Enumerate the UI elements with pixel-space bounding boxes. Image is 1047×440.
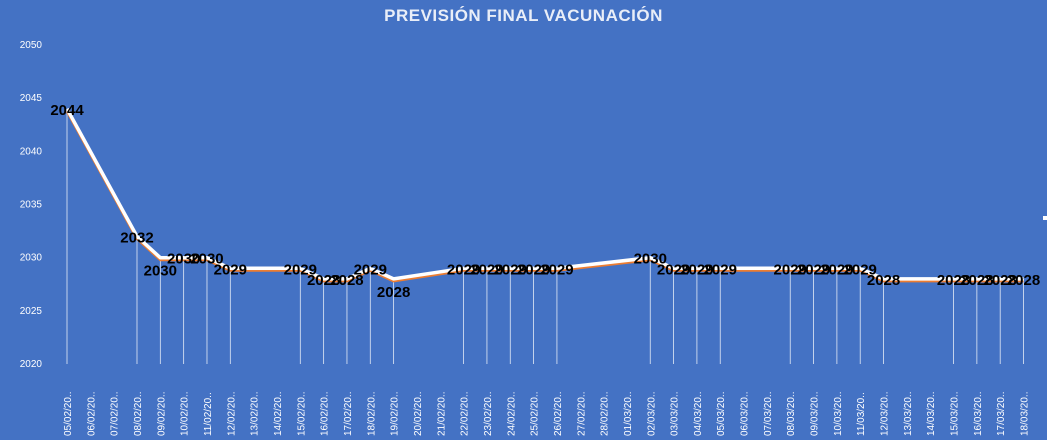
data-label: 2044: [50, 102, 84, 119]
x-tick-label: 23/02/20..: [483, 392, 494, 436]
x-tick-label: 01/03/20..: [623, 392, 634, 436]
x-tick-label: 12/02/20..: [226, 392, 237, 436]
x-tick-label: 09/02/20..: [156, 392, 167, 436]
x-tick-label: 07/02/20..: [110, 392, 121, 436]
y-tick-label: 2030: [20, 253, 43, 264]
data-label: 2029: [214, 261, 247, 278]
data-label: 2028: [307, 272, 340, 289]
data-label: 2030: [190, 251, 223, 268]
x-tick-label: 25/02/20..: [530, 392, 541, 436]
x-tick-label: 19/02/20..: [390, 392, 401, 436]
data-label: 2029: [797, 261, 830, 278]
y-tick-label: 2035: [20, 200, 43, 211]
x-tick-label: 10/02/20..: [180, 392, 191, 436]
y-tick-label: 2045: [20, 93, 43, 104]
y-tick-label: 2020: [20, 359, 43, 370]
x-tick-label: 16/03/20..: [973, 392, 984, 436]
x-tick-label: 14/03/20..: [926, 392, 937, 436]
data-label: 2030: [144, 263, 177, 280]
x-tick-label: 09/03/20..: [810, 392, 821, 436]
x-tick-label: 05/02/20..: [63, 392, 74, 436]
x-tick-label: 08/02/20..: [133, 392, 144, 436]
data-label: 2030: [167, 251, 200, 268]
x-tick-label: 10/03/20..: [833, 392, 844, 436]
x-tick-label: 02/03/20..: [646, 392, 657, 436]
series-line-shadow: [65, 110, 1024, 283]
data-label: 2029: [517, 261, 550, 278]
x-tick-label: 21/02/20..: [436, 392, 447, 436]
data-label: 2029: [470, 261, 503, 278]
x-tick-label: 15/02/20..: [296, 392, 307, 436]
y-tick-label: 2040: [20, 146, 43, 157]
y-tick-label: 2050: [20, 40, 43, 51]
x-tick-label: 15/03/20..: [950, 392, 961, 436]
data-label: 2029: [494, 261, 527, 278]
data-label: 2028: [937, 272, 970, 289]
x-tick-label: 16/02/20..: [320, 392, 331, 436]
x-tick-label: 04/03/20..: [693, 392, 704, 436]
data-label: 2029: [844, 261, 877, 278]
data-label: 2030: [634, 251, 667, 268]
series-line: [65, 107, 1024, 281]
data-label: 2028: [960, 272, 993, 289]
x-tick-label: 11/03/20..: [856, 392, 867, 436]
x-tick-label: 07/03/20..: [763, 392, 774, 436]
x-tick-label: 24/02/20..: [506, 392, 517, 436]
x-tick-label: 20/02/20..: [413, 392, 424, 436]
x-tick-label: 03/03/20..: [670, 392, 681, 436]
data-label: 2029: [540, 261, 573, 278]
data-label: 2032: [120, 229, 153, 246]
x-tick-label: 27/02/20..: [576, 392, 587, 436]
chart-title: PREVISIÓN FINAL VACUNACIÓN: [384, 6, 663, 25]
data-label: 2029: [284, 261, 317, 278]
data-label: 2029: [447, 261, 480, 278]
data-label: 2028: [1007, 272, 1040, 289]
x-tick-label: 12/03/20..: [880, 392, 891, 436]
x-tick-label: 18/03/20..: [1020, 392, 1031, 436]
x-tick-label: 05/03/20..: [716, 392, 727, 436]
data-label: 2029: [774, 261, 807, 278]
data-label: 2029: [820, 261, 853, 278]
x-tick-label: 17/02/20..: [343, 392, 354, 436]
x-tick-label: 08/03/20..: [786, 392, 797, 436]
data-label: 2028: [867, 272, 900, 289]
data-label: 2029: [704, 261, 737, 278]
y-tick-label: 2025: [20, 306, 43, 317]
data-label: 2028: [330, 272, 363, 289]
x-tick-label: 06/02/20..: [86, 392, 97, 436]
x-tick-label: 13/03/20..: [903, 392, 914, 436]
x-tick-label: 13/02/20..: [250, 392, 261, 436]
data-label: 2029: [354, 261, 387, 278]
x-tick-label: 06/03/20..: [740, 392, 751, 436]
data-label: 2028: [377, 284, 410, 301]
data-label: 2029: [680, 261, 713, 278]
edge-marker: [1043, 216, 1047, 220]
x-tick-label: 22/02/20..: [460, 392, 471, 436]
x-tick-label: 11/02/20..: [203, 392, 214, 436]
x-tick-label: 28/02/20..: [600, 392, 611, 436]
x-tick-label: 18/02/20..: [366, 392, 377, 436]
x-tick-label: 26/02/20..: [553, 392, 564, 436]
x-tick-label: 14/02/20..: [273, 392, 284, 436]
data-label: 2029: [657, 261, 690, 278]
x-tick-label: 17/03/20..: [996, 392, 1007, 436]
data-label: 2028: [984, 272, 1017, 289]
